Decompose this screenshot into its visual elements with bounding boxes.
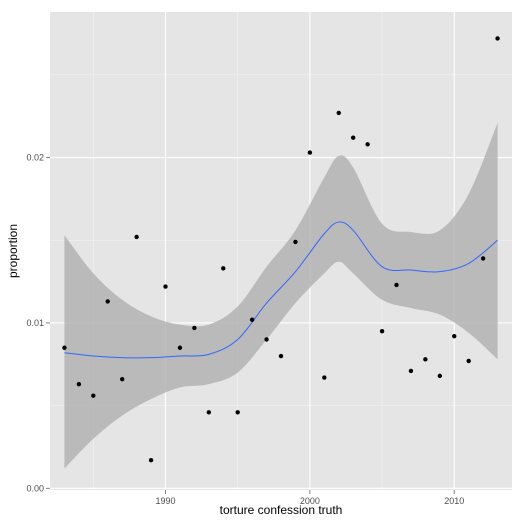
data-point — [91, 393, 96, 398]
data-point — [350, 135, 356, 140]
data-point — [177, 345, 183, 350]
data-point — [119, 376, 125, 382]
data-point — [105, 299, 110, 304]
data-point — [206, 410, 212, 415]
data-point — [322, 375, 327, 380]
data-point — [480, 256, 486, 261]
y-tick-label: 0.01 — [26, 318, 44, 328]
x-axis-title: torture confession truth — [220, 503, 343, 517]
data-point — [235, 410, 240, 415]
data-point — [192, 325, 197, 331]
data-point — [163, 284, 168, 289]
x-tick-label: 2010 — [444, 496, 464, 506]
smooth-line — [64, 221, 498, 359]
x-tick-label: 1990 — [155, 496, 175, 506]
data-point — [249, 317, 255, 322]
data-point — [278, 353, 284, 359]
data-point — [466, 358, 471, 364]
data-points — [62, 36, 500, 463]
y-axis: 0.00 0.01 0.02 — [26, 153, 50, 493]
data-point — [307, 150, 313, 155]
y-tick-label: 0.02 — [26, 153, 44, 163]
confidence-band — [64, 122, 498, 469]
y-axis-title: proportion — [6, 224, 20, 278]
x-tick-label: 2000 — [300, 496, 320, 506]
data-point — [423, 357, 428, 362]
data-point — [264, 337, 269, 342]
data-point — [394, 282, 399, 288]
data-point — [495, 36, 500, 41]
data-point — [221, 266, 226, 271]
data-point — [408, 368, 414, 374]
data-point — [365, 142, 370, 147]
data-point — [379, 329, 385, 334]
x-axis: 1990 2000 2010 — [155, 490, 464, 506]
data-point — [76, 381, 82, 387]
y-tick-label: 0.00 — [26, 483, 44, 493]
data-point — [62, 345, 67, 350]
data-point — [293, 239, 298, 245]
data-point — [336, 110, 341, 116]
data-point — [437, 373, 443, 379]
data-point — [134, 234, 139, 240]
data-point — [148, 458, 154, 463]
data-point — [452, 333, 457, 339]
